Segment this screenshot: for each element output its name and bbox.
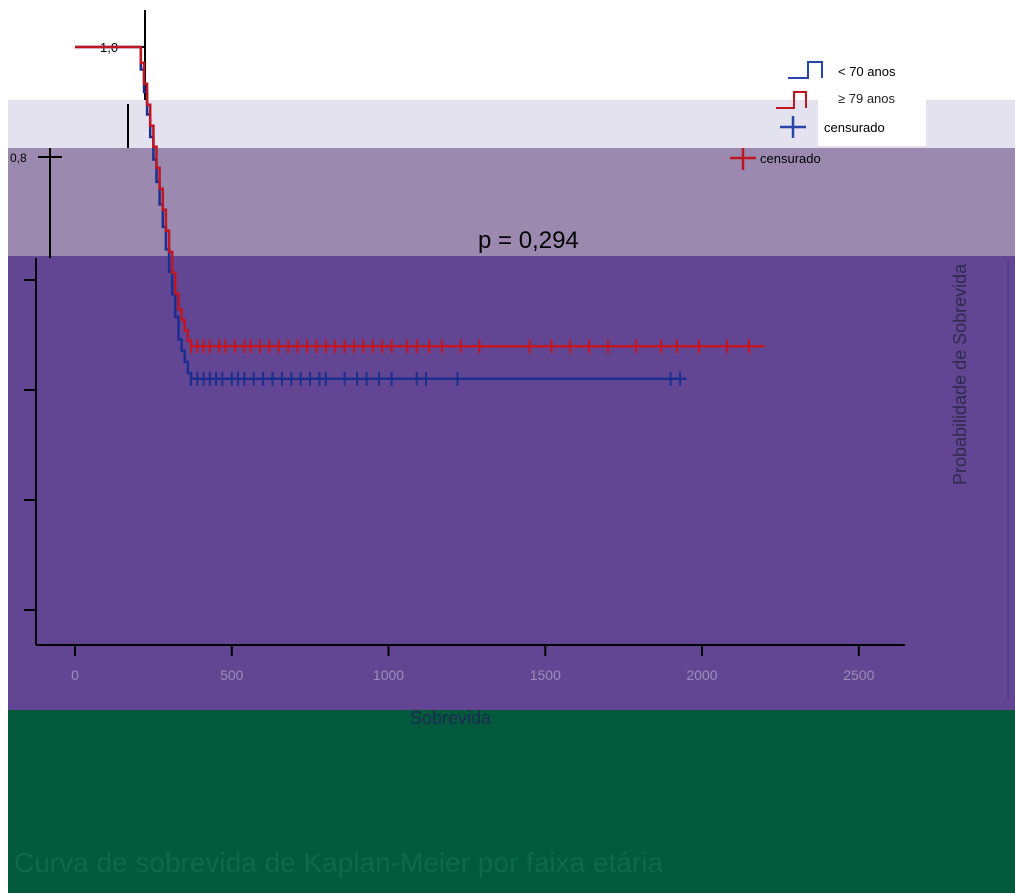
legend: < 70 anos ≥ 79 anos censurado censurado (730, 58, 926, 170)
p-value-annotation: p = 0,294 (478, 227, 579, 254)
x-tick-label-2500: 2500 (843, 667, 874, 683)
x-ticks: 0 500 1000 1500 2000 2500 (71, 645, 875, 683)
legend-step-ge79-icon (776, 91, 807, 109)
series-layer (75, 45, 765, 381)
x-tick-label-1000: 1000 (373, 667, 404, 683)
censor-layer (190, 339, 750, 386)
panel-mauve-band (8, 148, 1015, 258)
bottom-caption: Curva de sobrevida de Kaplan-Meier por f… (14, 847, 663, 878)
series-line-1 (75, 45, 765, 348)
legend-label-lt70: < 70 anos (838, 64, 896, 79)
x-tick-label-0: 0 (71, 667, 79, 683)
x-tick-label-500: 500 (220, 667, 244, 683)
x-tick-label-1500: 1500 (530, 667, 561, 683)
legend-box (818, 58, 926, 146)
x-axis-title: Sobrevida (410, 708, 492, 728)
panel-green-band (8, 710, 1015, 893)
legend-label-ge79: ≥ 79 anos (838, 91, 896, 106)
legend-step-lt70-icon (788, 61, 823, 79)
x-tick-label-2000: 2000 (686, 667, 717, 683)
legend-label-censor-ge79: censurado (760, 151, 821, 166)
legend-label-censor-lt70: censurado (824, 120, 885, 135)
y-tick-label-2: 0,8 (10, 151, 27, 165)
y-axis-title: Probabilidade de Sobrevida (950, 263, 970, 485)
